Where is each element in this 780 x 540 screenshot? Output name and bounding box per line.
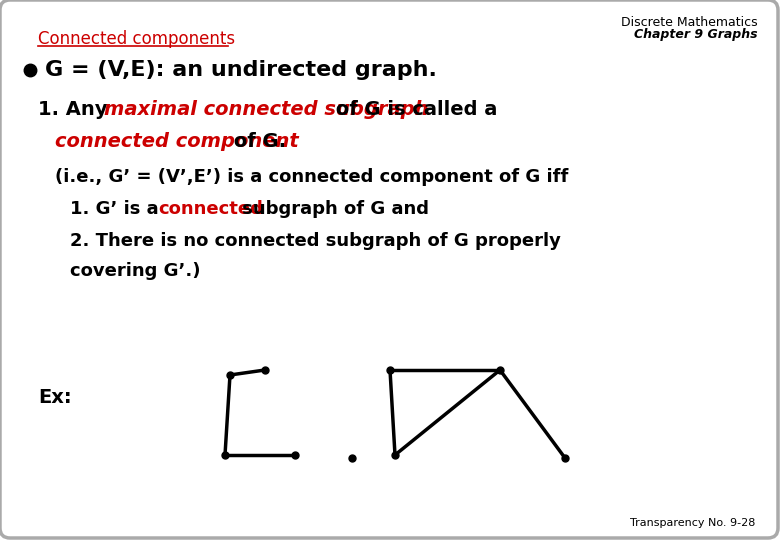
Text: (i.e., G’ = (V’,E’) is a connected component of G iff: (i.e., G’ = (V’,E’) is a connected compo… <box>55 168 569 186</box>
Text: maximal connected subgraph: maximal connected subgraph <box>104 100 428 119</box>
Text: 1. Any: 1. Any <box>38 100 114 119</box>
Text: Ex:: Ex: <box>38 388 72 407</box>
Text: 1. G’ is a: 1. G’ is a <box>70 200 165 218</box>
Text: covering G’.): covering G’.) <box>70 262 200 280</box>
Text: Transparency No. 9-28: Transparency No. 9-28 <box>629 518 755 528</box>
Text: connected component: connected component <box>55 132 299 151</box>
Text: 2. There is no connected subgraph of G properly: 2. There is no connected subgraph of G p… <box>70 232 561 250</box>
Text: Connected components: Connected components <box>38 30 235 48</box>
Text: subgraph of G and: subgraph of G and <box>236 200 429 218</box>
Text: Discrete Mathematics: Discrete Mathematics <box>622 16 758 29</box>
Text: G = (V,E): an undirected graph.: G = (V,E): an undirected graph. <box>45 60 437 80</box>
Text: of G is called a: of G is called a <box>329 100 498 119</box>
Text: Chapter 9 Graphs: Chapter 9 Graphs <box>634 28 758 41</box>
Text: of G.: of G. <box>227 132 286 151</box>
Text: connected: connected <box>158 200 263 218</box>
